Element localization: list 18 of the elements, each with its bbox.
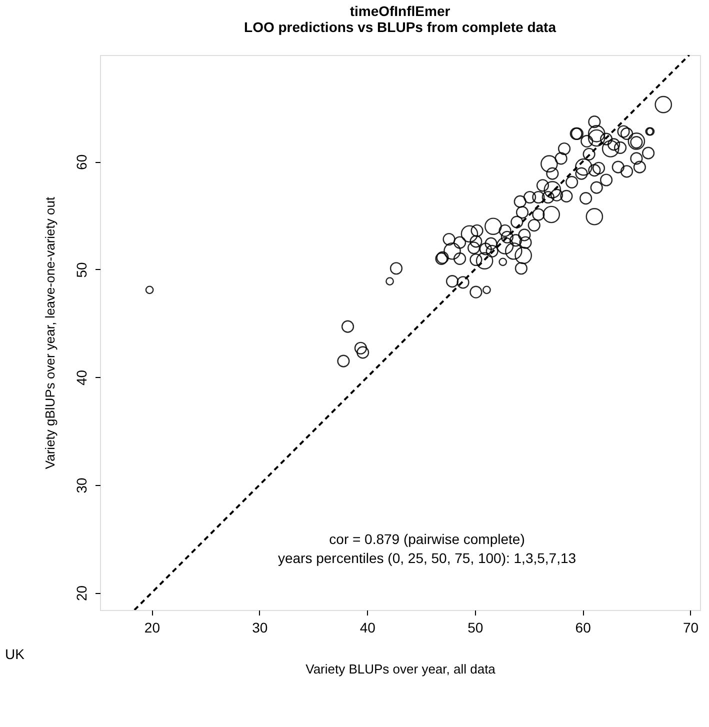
y-tick-label: 30 <box>74 477 90 494</box>
annotation: years percentiles (0, 25, 50, 75, 100): 1,3,5,7,13 <box>278 550 576 566</box>
text: LOO predictions vs BLUPs from complete data <box>244 19 556 35</box>
x-axis-title: Variety BLUPs over year, all data <box>306 662 496 676</box>
x-tick-label: 60 <box>575 620 592 636</box>
y-tick-label: 60 <box>74 154 90 170</box>
text: UK <box>5 646 26 662</box>
y-tick-label: 40 <box>74 370 90 386</box>
x-tick-label: 30 <box>252 620 268 636</box>
text: timeOfInflEmer <box>350 3 450 19</box>
x-tick-label: 50 <box>468 620 484 636</box>
y-axis-title: Variety gBlUPs over year, leave-one-variety out <box>42 196 58 470</box>
x-tick-label: 70 <box>683 620 699 636</box>
annotation: cor = 0.879 (pairwise complete) <box>329 531 525 547</box>
y-tick-label: 50 <box>74 262 90 278</box>
x-tick-label: 20 <box>144 620 160 636</box>
x-tick-label: 40 <box>360 620 376 636</box>
y-tick-label: 20 <box>74 585 90 602</box>
